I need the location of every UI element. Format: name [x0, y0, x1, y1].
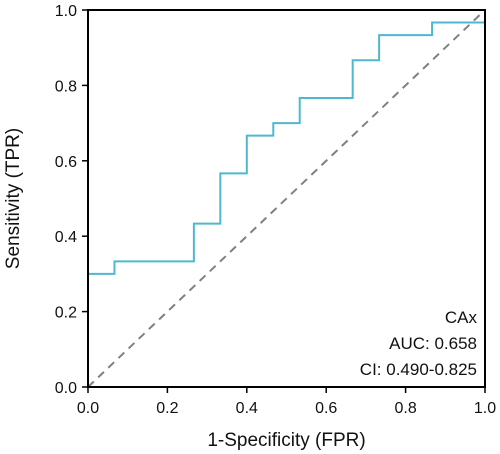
- y-tick-label: 0.8: [55, 78, 77, 95]
- x-tick-label: 0.8: [394, 400, 416, 417]
- x-tick-label: 0.4: [236, 400, 258, 417]
- roc-curve-line: [87, 21, 485, 387]
- reference-line-layer: [87, 9, 486, 388]
- x-tick-label: 1.0: [474, 400, 496, 417]
- annotation-block: CAx AUC: 0.658 CI: 0.490-0.825: [360, 308, 478, 379]
- y-tick-label: 0.2: [55, 305, 77, 322]
- y-tick-label: 0.4: [55, 229, 77, 246]
- x-axis-title: 1-Specificity (FPR): [207, 430, 365, 451]
- y-tick-label: 0.0: [55, 380, 77, 397]
- y-tick-label: 0.6: [55, 154, 77, 171]
- x-tick-label: 0.2: [156, 400, 178, 417]
- plot-frame: [87, 9, 486, 388]
- x-tick-label: 0.0: [77, 400, 99, 417]
- y-tick-label: 1.0: [55, 3, 77, 20]
- annotation-line: CAx: [445, 308, 478, 327]
- series-layer: [87, 21, 485, 387]
- annotation-line: CI: 0.490-0.825: [360, 360, 477, 379]
- annotation-line: AUC: 0.658: [389, 334, 477, 353]
- y-axis-ticks: 0.0 0.2 0.4 0.6 0.8 1.0: [55, 3, 88, 397]
- x-tick-label: 0.6: [315, 400, 337, 417]
- reference-diagonal-line: [87, 9, 486, 388]
- x-axis-ticks: 0.0 0.2 0.4 0.6 0.8 1.0: [77, 387, 496, 417]
- y-axis-title: Sensitivity (TPR): [3, 128, 24, 269]
